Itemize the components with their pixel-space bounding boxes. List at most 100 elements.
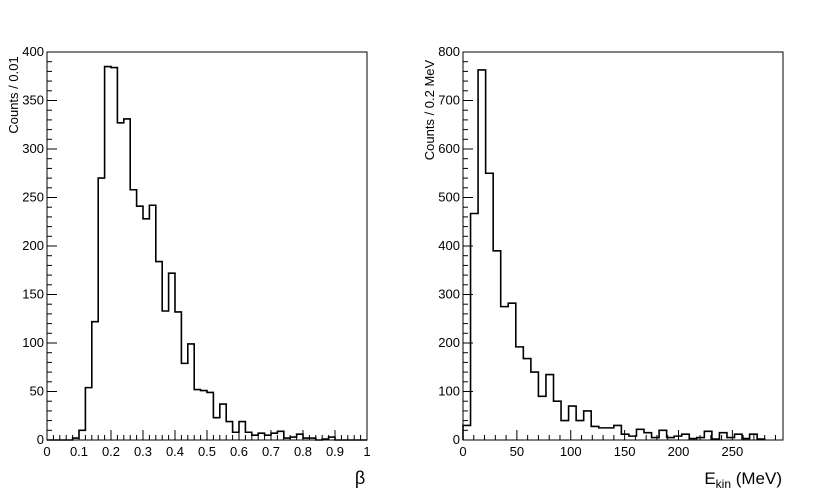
beta-y-tick-label: 150 — [22, 287, 44, 302]
beta-x-tick-label: 0.4 — [166, 444, 184, 459]
ekin-bin-39 — [757, 439, 765, 440]
beta-bin-22 — [188, 344, 194, 440]
beta-bin-24 — [201, 391, 207, 440]
ekin-bin-26 — [659, 430, 667, 440]
beta-histogram-panel: 0 0.1 0.2 0.3 0.4 0.5 0.6 0.7 0.8 0.9 1 0 50 100 150 20… — [6, 44, 371, 488]
beta-y-tick-label: 200 — [22, 238, 44, 253]
ekin-x-tick-label: 150 — [614, 444, 636, 459]
beta-y-axis-title: Counts / 0.01 — [6, 56, 21, 133]
beta-bin-20 — [175, 312, 181, 440]
beta-y-tick-label: 50 — [30, 384, 44, 399]
beta-x-tick-label: 1 — [363, 444, 370, 459]
beta-bin-28 — [226, 422, 232, 440]
beta-bin-37 — [284, 438, 290, 440]
beta-x-tick-label: 0.5 — [198, 444, 216, 459]
beta-bin-18 — [162, 311, 168, 440]
ekin-bin-20 — [614, 425, 622, 440]
ekin-bin-31 — [697, 438, 705, 440]
beta-x-tick-label: 0.1 — [70, 444, 88, 459]
ekin-histogram-line — [462, 69, 766, 440]
beta-bin-29 — [233, 432, 239, 440]
beta-x-tick-label: 0.8 — [294, 444, 312, 459]
beta-bin-32 — [252, 435, 258, 440]
ekin-x-tick-label: 50 — [510, 444, 524, 459]
ekin-bin-24 — [644, 433, 652, 440]
beta-bin-5 — [79, 430, 85, 440]
ekin-bin-19 — [606, 428, 614, 440]
beta-bin-25 — [207, 392, 213, 440]
beta-bin-15 — [143, 219, 149, 440]
beta-bin-43 — [322, 439, 328, 440]
beta-bin-12 — [124, 119, 130, 440]
ekin-bin-28 — [674, 436, 682, 440]
beta-histogram-line — [47, 65, 367, 441]
ekin-bin-0 — [463, 425, 471, 440]
beta-y-tick-label: 0 — [37, 432, 44, 447]
ekin-y-tick-label: 700 — [438, 93, 460, 108]
beta-bin-13 — [130, 190, 136, 440]
ekin-bin-23 — [636, 429, 644, 440]
ekin-bin-4 — [493, 251, 501, 440]
beta-y-tick-label: 100 — [22, 335, 44, 350]
ekin-x-tick-label: 200 — [668, 444, 690, 459]
beta-bin-21 — [181, 363, 187, 440]
beta-bin-17 — [156, 262, 162, 440]
beta-y-tick-label: 250 — [22, 190, 44, 205]
beta-bin-35 — [271, 433, 277, 440]
beta-y-tick-label: 350 — [22, 93, 44, 108]
ekin-bin-1 — [471, 214, 479, 440]
beta-x-tick-label: 0.3 — [134, 444, 152, 459]
beta-bin-14 — [137, 206, 143, 440]
ekin-bin-18 — [599, 428, 607, 440]
ekin-bin-7 — [516, 347, 524, 440]
beta-bin-36 — [277, 431, 283, 440]
beta-bin-8 — [98, 178, 104, 440]
ekin-x-tick-label: 0 — [459, 444, 466, 459]
ekin-bin-12 — [554, 401, 562, 440]
ekin-bin-29 — [682, 434, 690, 440]
beta-bin-11 — [117, 123, 123, 440]
ekin-bin-13 — [561, 421, 569, 440]
ekin-bin-15 — [576, 421, 584, 440]
ekin-bin-8 — [523, 359, 531, 440]
ekin-x-tick-label: 100 — [560, 444, 582, 459]
ekin-bin-36 — [735, 434, 743, 440]
ekin-y-tick-label: 300 — [438, 287, 460, 302]
beta-y-tick-label: 400 — [22, 44, 44, 59]
beta-bin-30 — [239, 422, 245, 440]
beta-bin-19 — [169, 273, 175, 440]
energy-histogram-panel: 0 50 100 150 200 250 0 100 200 300 400 500 600 700 800… — [422, 44, 784, 491]
beta-x-tick-label: 0.9 — [326, 444, 344, 459]
beta-bin-44 — [329, 437, 335, 440]
beta-bin-34 — [265, 435, 271, 440]
ekin-y-tick-label: 400 — [438, 238, 460, 253]
ekin-bin-30 — [689, 439, 697, 440]
ekin-bin-10 — [538, 396, 546, 440]
ekin-bin-6 — [508, 303, 516, 440]
ekin-bin-14 — [569, 406, 577, 440]
ekin-bin-16 — [584, 411, 592, 440]
beta-bin-31 — [245, 432, 251, 440]
ekin-y-tick-label: 800 — [438, 44, 460, 59]
beta-bin-39 — [297, 434, 303, 440]
ekin-y-tick-label: 200 — [438, 335, 460, 350]
ekin-bin-34 — [719, 433, 727, 440]
ekin-bin-2 — [478, 70, 486, 440]
ekin-y-tick-label: 0 — [453, 432, 460, 447]
ekin-x-tick-label: 250 — [722, 444, 744, 459]
beta-bin-7 — [92, 322, 98, 440]
beta-bin-27 — [220, 404, 226, 440]
beta-bin-26 — [213, 418, 219, 440]
ekin-bin-33 — [712, 439, 720, 440]
beta-y-tick-label: 300 — [22, 141, 44, 156]
ekin-bin-35 — [727, 438, 735, 440]
ekin-y-tick-label: 100 — [438, 384, 460, 399]
ekin-bin-11 — [546, 375, 554, 440]
ekin-y-axis-title: Counts / 0.2 MeV — [422, 59, 437, 160]
beta-bin-10 — [111, 68, 117, 440]
beta-bin-4 — [73, 438, 79, 440]
beta-x-tick-label: 0.6 — [230, 444, 248, 459]
beta-bin-23 — [194, 390, 200, 440]
ekin-bin-38 — [750, 434, 758, 440]
